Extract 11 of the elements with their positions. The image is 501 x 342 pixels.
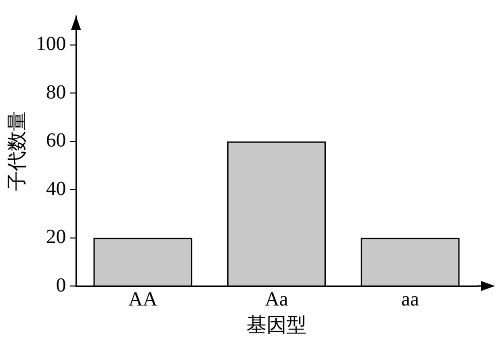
y-axis-title: 子代数量 <box>6 111 28 191</box>
y-tick-label: 100 <box>36 33 66 56</box>
y-tick-label: 20 <box>46 226 66 248</box>
x-axis-title: 基因型 <box>246 314 306 336</box>
y-tick-label: 80 <box>46 81 66 104</box>
x-tick-label: aa <box>401 288 420 310</box>
y-tick-label: 0 <box>56 274 66 296</box>
x-tick-label: Aa <box>264 288 288 310</box>
x-tick-label: AA <box>128 288 158 310</box>
y-tick-label: 60 <box>46 130 66 152</box>
y-tick-label: 40 <box>46 178 66 200</box>
